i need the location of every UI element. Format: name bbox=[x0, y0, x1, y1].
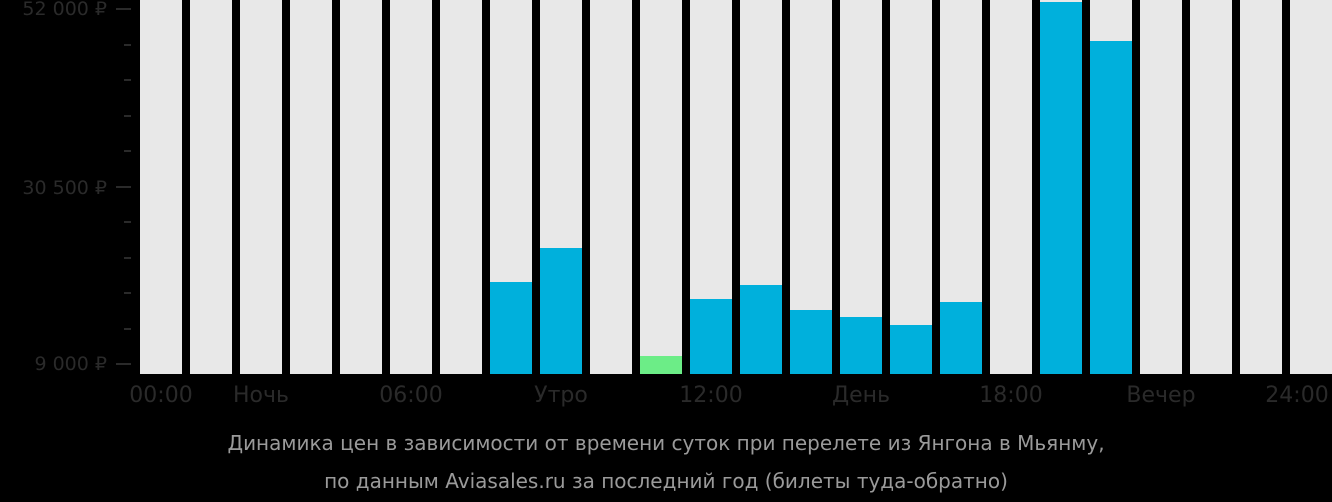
bar-slot-1000[interactable] bbox=[640, 0, 682, 374]
x-tick-label: 00:00 bbox=[129, 383, 193, 408]
y-minor-tick bbox=[124, 328, 131, 330]
bar-slot-1800[interactable] bbox=[1040, 0, 1082, 374]
price-bar[interactable] bbox=[890, 325, 932, 374]
x-tick-label: 18:00 bbox=[979, 383, 1043, 408]
price-bar[interactable] bbox=[840, 317, 882, 374]
bar-slot-1500[interactable] bbox=[890, 0, 932, 374]
price-bar[interactable] bbox=[490, 282, 532, 374]
x-tick-label: День bbox=[831, 383, 891, 408]
bar-slot-1100[interactable] bbox=[690, 0, 732, 374]
x-tick-label: Утро bbox=[534, 383, 588, 408]
price-bar[interactable] bbox=[740, 285, 782, 374]
x-tick-label: Вечер bbox=[1126, 383, 1196, 408]
price-bar[interactable] bbox=[1090, 40, 1132, 374]
y-minor-tick bbox=[124, 79, 131, 81]
bar-slot-0900[interactable] bbox=[590, 0, 632, 374]
y-major-tick bbox=[116, 8, 131, 10]
bar-slot-1600[interactable] bbox=[940, 0, 982, 374]
bar-slot-2000[interactable] bbox=[1140, 0, 1182, 374]
y-minor-tick bbox=[124, 292, 131, 294]
bar-slot-0500[interactable] bbox=[390, 0, 432, 374]
x-tick-label: 12:00 bbox=[679, 383, 743, 408]
bar-slot-0300[interactable] bbox=[290, 0, 332, 374]
bar-slot-0700[interactable] bbox=[490, 0, 532, 374]
bar-slot-1400[interactable] bbox=[840, 0, 882, 374]
x-tick-label: Ночь bbox=[233, 383, 289, 408]
y-major-tick bbox=[116, 363, 131, 365]
y-major-tick bbox=[116, 186, 131, 188]
price-bar[interactable] bbox=[540, 248, 582, 374]
cheapest-price-bar[interactable] bbox=[640, 356, 682, 374]
bar-slot-1300[interactable] bbox=[790, 0, 832, 374]
price-bar[interactable] bbox=[1040, 1, 1082, 374]
bar-slot-1700[interactable] bbox=[990, 0, 1032, 374]
bar-slot-0600[interactable] bbox=[440, 0, 482, 374]
bar-slot-2300[interactable] bbox=[1290, 0, 1332, 374]
price-bar[interactable] bbox=[940, 302, 982, 374]
y-minor-tick bbox=[124, 150, 131, 152]
y-minor-tick bbox=[124, 257, 131, 259]
y-minor-tick bbox=[124, 115, 131, 117]
x-tick-label: 24:00 bbox=[1265, 383, 1329, 408]
bar-slot-1200[interactable] bbox=[740, 0, 782, 374]
bar-slot-0800[interactable] bbox=[540, 0, 582, 374]
bar-slot-0000[interactable] bbox=[140, 0, 182, 374]
bar-slot-0200[interactable] bbox=[240, 0, 282, 374]
chart-caption-line2: по данным Aviasales.ru за последний год … bbox=[324, 469, 1008, 493]
bar-slot-1900[interactable] bbox=[1090, 0, 1132, 374]
bar-slot-2100[interactable] bbox=[1190, 0, 1232, 374]
price-bar[interactable] bbox=[790, 310, 832, 374]
y-minor-tick bbox=[124, 221, 131, 223]
y-tick-label: 52 000 ₽ bbox=[22, 0, 107, 20]
y-minor-tick bbox=[124, 44, 131, 46]
price-bar[interactable] bbox=[690, 299, 732, 374]
y-tick-label: 9 000 ₽ bbox=[34, 353, 107, 375]
bar-slot-0100[interactable] bbox=[190, 0, 232, 374]
y-tick-label: 30 500 ₽ bbox=[22, 177, 107, 199]
bar-slot-0400[interactable] bbox=[340, 0, 382, 374]
chart-caption-line1: Динамика цен в зависимости от времени су… bbox=[227, 431, 1105, 455]
x-tick-label: 06:00 bbox=[379, 383, 443, 408]
bar-slot-2200[interactable] bbox=[1240, 0, 1282, 374]
